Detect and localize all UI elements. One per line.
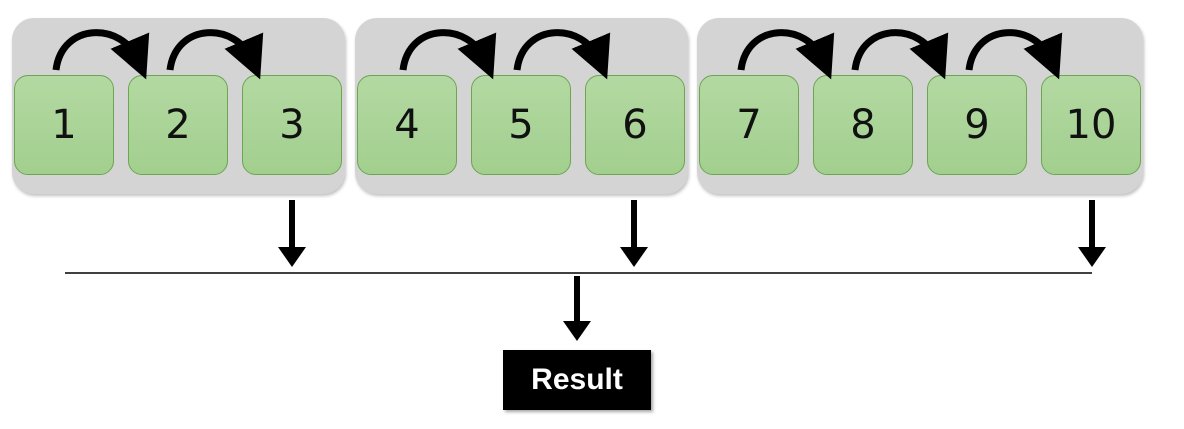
result-box: Result <box>503 350 651 410</box>
step-box-8: 8 <box>813 75 913 175</box>
step-box-5: 5 <box>471 75 571 175</box>
down-arrow-icon <box>278 200 306 267</box>
step-box-1: 1 <box>14 75 114 175</box>
curved-arrow-icon <box>166 29 264 80</box>
step-box-2: 2 <box>128 75 228 175</box>
curved-arrow-icon <box>851 29 949 80</box>
step-box-9: 9 <box>927 75 1027 175</box>
curved-arrow-icon <box>965 29 1063 80</box>
curved-arrow-icon <box>737 29 835 80</box>
down-arrow-icon <box>1078 200 1106 267</box>
curved-arrow-icon <box>513 29 611 80</box>
step-box-3: 3 <box>242 75 342 175</box>
curved-arrow-icon <box>52 29 150 80</box>
curved-arrow-icon <box>399 29 497 80</box>
down-arrow-icon <box>620 200 648 267</box>
result-label: Result <box>531 363 623 396</box>
step-box-6: 6 <box>585 75 685 175</box>
step-box-10: 10 <box>1041 75 1141 175</box>
down-arrow-icon <box>563 276 591 341</box>
step-box-4: 4 <box>357 75 457 175</box>
step-box-7: 7 <box>699 75 799 175</box>
